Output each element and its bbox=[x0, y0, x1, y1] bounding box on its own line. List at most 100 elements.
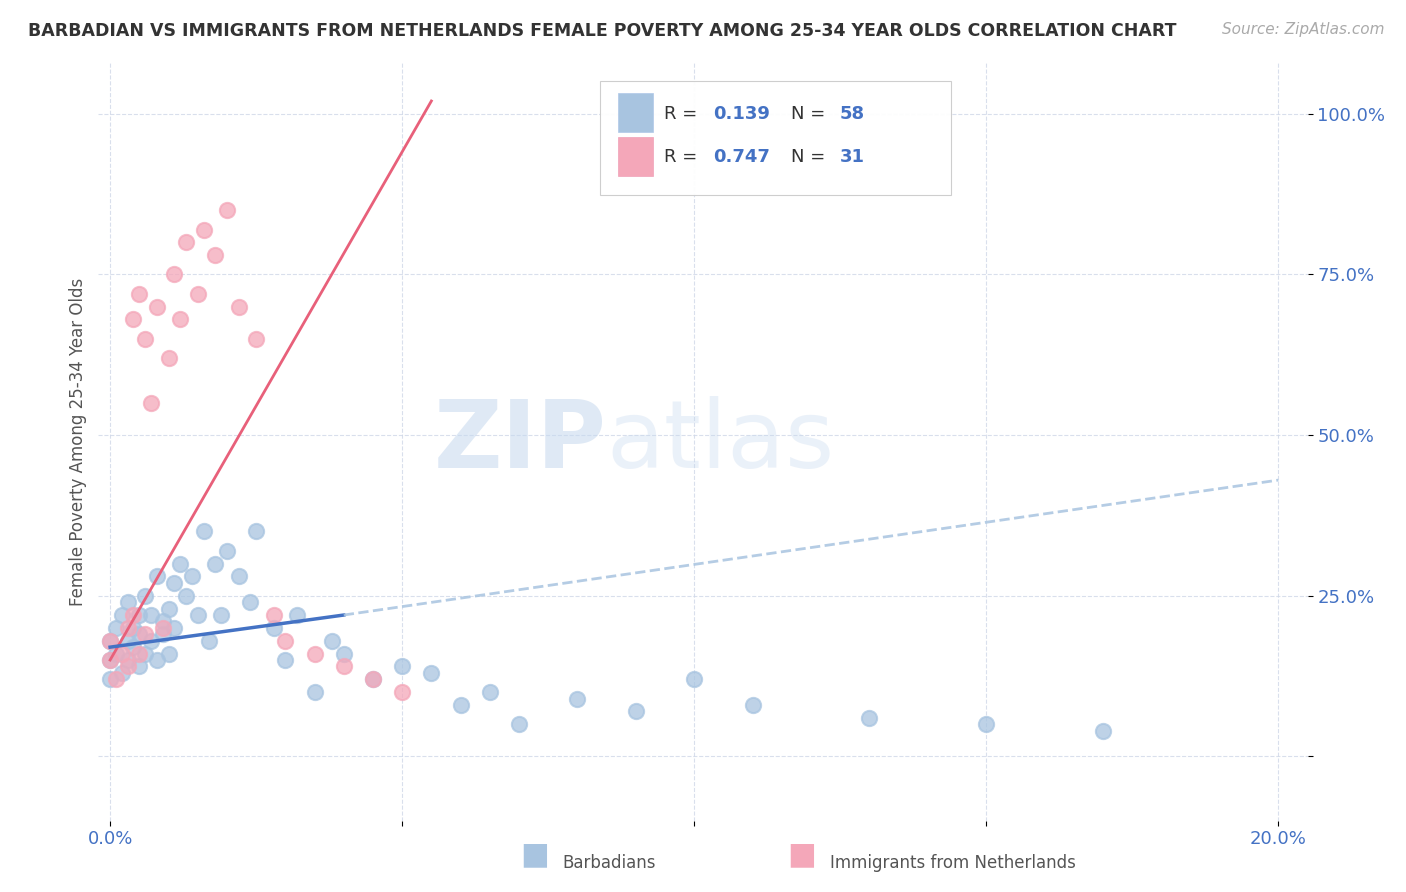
Point bbox=[274, 653, 297, 667]
Point bbox=[215, 543, 238, 558]
Point bbox=[163, 268, 186, 282]
Point bbox=[117, 595, 139, 609]
Point bbox=[187, 286, 209, 301]
Point bbox=[111, 665, 134, 680]
Text: R =: R = bbox=[664, 105, 703, 123]
Point bbox=[391, 659, 413, 673]
Text: Source: ZipAtlas.com: Source: ZipAtlas.com bbox=[1222, 22, 1385, 37]
Text: 58: 58 bbox=[839, 105, 865, 123]
Point bbox=[122, 607, 145, 622]
Point bbox=[117, 621, 139, 635]
Point bbox=[146, 653, 169, 667]
Text: BARBADIAN VS IMMIGRANTS FROM NETHERLANDS FEMALE POVERTY AMONG 25-34 YEAR OLDS CO: BARBADIAN VS IMMIGRANTS FROM NETHERLANDS… bbox=[28, 22, 1177, 40]
Point bbox=[204, 248, 226, 262]
Text: atlas: atlas bbox=[606, 395, 835, 488]
Point bbox=[858, 711, 880, 725]
Point bbox=[128, 647, 150, 661]
Point bbox=[180, 569, 202, 583]
FancyBboxPatch shape bbox=[619, 93, 654, 132]
Point bbox=[134, 627, 156, 641]
Point bbox=[239, 595, 262, 609]
Point bbox=[117, 653, 139, 667]
Point bbox=[128, 286, 150, 301]
Point bbox=[321, 633, 343, 648]
Point bbox=[128, 659, 150, 673]
Point bbox=[157, 647, 180, 661]
Point bbox=[139, 396, 162, 410]
Point bbox=[228, 569, 250, 583]
Point bbox=[146, 300, 169, 314]
Point bbox=[122, 621, 145, 635]
Point bbox=[174, 235, 197, 250]
Point bbox=[228, 300, 250, 314]
Point bbox=[117, 659, 139, 673]
Point bbox=[508, 717, 530, 731]
FancyBboxPatch shape bbox=[600, 81, 950, 195]
Point bbox=[361, 673, 384, 687]
Text: ■: ■ bbox=[520, 840, 548, 870]
Point bbox=[146, 569, 169, 583]
Text: R =: R = bbox=[664, 148, 703, 166]
Point bbox=[567, 691, 589, 706]
Point bbox=[450, 698, 472, 712]
Text: Barbadians: Barbadians bbox=[562, 855, 657, 872]
Point bbox=[974, 717, 997, 731]
Point bbox=[361, 673, 384, 687]
Point bbox=[157, 351, 180, 365]
Point bbox=[134, 332, 156, 346]
Text: N =: N = bbox=[792, 105, 825, 123]
Text: ZIP: ZIP bbox=[433, 395, 606, 488]
Point bbox=[139, 607, 162, 622]
Point bbox=[134, 647, 156, 661]
Text: 31: 31 bbox=[839, 148, 865, 166]
Point bbox=[169, 312, 191, 326]
Point bbox=[111, 647, 134, 661]
Point bbox=[122, 312, 145, 326]
Point bbox=[98, 633, 121, 648]
Point bbox=[204, 557, 226, 571]
Point bbox=[263, 607, 285, 622]
Point bbox=[104, 647, 127, 661]
Text: 0.139: 0.139 bbox=[713, 105, 769, 123]
Point bbox=[128, 607, 150, 622]
Point bbox=[104, 673, 127, 687]
Point bbox=[152, 621, 174, 635]
Point bbox=[215, 203, 238, 218]
Point bbox=[98, 653, 121, 667]
Point bbox=[332, 659, 354, 673]
Point bbox=[128, 627, 150, 641]
Point bbox=[139, 633, 162, 648]
Point bbox=[163, 575, 186, 590]
Point bbox=[98, 673, 121, 687]
Point bbox=[478, 685, 501, 699]
Point bbox=[304, 685, 326, 699]
Point bbox=[1092, 723, 1115, 738]
Point bbox=[274, 633, 297, 648]
Y-axis label: Female Poverty Among 25-34 Year Olds: Female Poverty Among 25-34 Year Olds bbox=[69, 277, 87, 606]
Point bbox=[245, 524, 267, 539]
Point bbox=[683, 673, 706, 687]
Point bbox=[193, 222, 215, 236]
FancyBboxPatch shape bbox=[619, 136, 654, 177]
Point bbox=[263, 621, 285, 635]
Point bbox=[285, 607, 308, 622]
Point bbox=[741, 698, 763, 712]
Point bbox=[245, 332, 267, 346]
Point bbox=[420, 665, 443, 680]
Point bbox=[193, 524, 215, 539]
Point bbox=[391, 685, 413, 699]
Point bbox=[332, 647, 354, 661]
Point bbox=[152, 615, 174, 629]
Point bbox=[304, 647, 326, 661]
Text: Immigrants from Netherlands: Immigrants from Netherlands bbox=[830, 855, 1076, 872]
Point bbox=[152, 627, 174, 641]
Point bbox=[157, 601, 180, 615]
Point bbox=[98, 653, 121, 667]
Point bbox=[209, 607, 232, 622]
Point bbox=[169, 557, 191, 571]
Point bbox=[104, 621, 127, 635]
Text: ■: ■ bbox=[787, 840, 815, 870]
Point bbox=[174, 589, 197, 603]
Point bbox=[624, 705, 647, 719]
Text: 0.747: 0.747 bbox=[713, 148, 769, 166]
